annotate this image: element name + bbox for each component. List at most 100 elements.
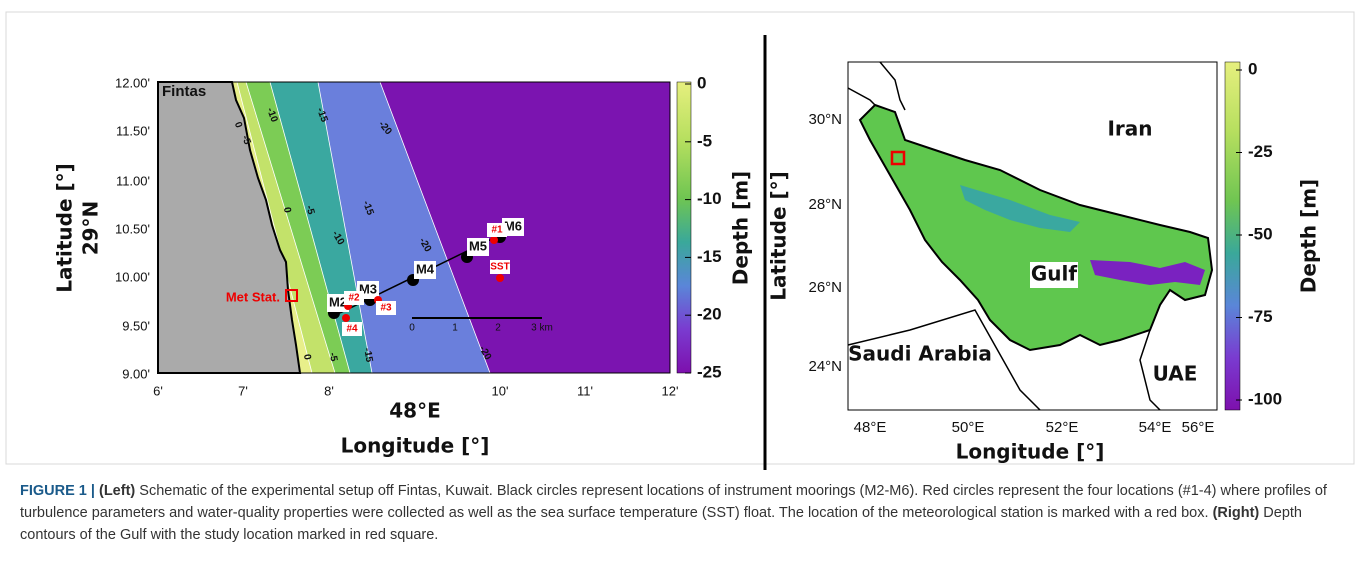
contour-label: -5 (327, 352, 339, 363)
station-label-bg (487, 223, 507, 237)
x-tick-label: 10' (492, 383, 509, 398)
station (342, 314, 350, 322)
contour-label: -5 (303, 204, 316, 216)
x-axis-title: Longitude [°] (341, 434, 490, 458)
mooring-label-bg (327, 294, 349, 312)
x-tick-label: 12' (662, 383, 679, 398)
colorbar-title: Depth [m] (729, 171, 753, 285)
border (847, 87, 876, 106)
mooring-label-bg (467, 238, 489, 256)
station-label: SST (490, 262, 509, 273)
border (847, 309, 1041, 411)
place-label: Fintas (162, 83, 206, 100)
colorbar-tick-label: -50 (1248, 224, 1273, 243)
y-axis-sub: 29°N (79, 201, 103, 256)
caption-text: Schematic of the experimental setup off … (20, 483, 1327, 521)
caption: FIGURE 1 | (Left) Schematic of the exper… (20, 480, 1340, 546)
caption-tag: (Right) (1212, 505, 1260, 521)
y-tick-label: 9.00' (122, 366, 150, 381)
colorbar-tick-label: -75 (1248, 307, 1273, 326)
region-label: Iran (1107, 117, 1152, 141)
deep-patch (960, 185, 1080, 232)
x-tick-label: 11' (577, 383, 593, 398)
station-label-bg (376, 301, 396, 315)
mooring-label-bg (502, 218, 524, 236)
deep-patch (1090, 260, 1205, 285)
station-label: #3 (380, 303, 392, 314)
colorbar-tick-label: 0 (1248, 59, 1257, 78)
colorbar-title: Depth [m] (1297, 179, 1321, 293)
y-tick-label: 24°N (808, 358, 842, 375)
station-label-bg (490, 260, 510, 274)
met-station-label: Met Stat. (226, 289, 280, 304)
y-tick-label: 10.50' (115, 221, 150, 236)
x-tick-label: 6' (153, 383, 163, 398)
figure-label: FIGURE 1 | (20, 483, 95, 499)
met-station-box (285, 289, 298, 302)
x-tick-label: 54°E (1139, 419, 1172, 436)
figure-frame (5, 11, 1355, 465)
border (1139, 329, 1161, 411)
caption-tag: (Left) (99, 483, 136, 499)
label-bg (1030, 262, 1078, 288)
contour-label: -15 (361, 347, 374, 364)
colorbar-tick-label: -25 (697, 362, 722, 381)
scale-label: 1 (452, 323, 458, 334)
scale-label: 2 (495, 323, 501, 334)
border (879, 61, 906, 111)
colorbar (676, 81, 692, 374)
x-axis-sub: 48°E (389, 399, 441, 423)
station-label: #2 (348, 293, 360, 304)
colorbar-tick-label: 0 (697, 73, 706, 92)
region-label: UAE (1153, 362, 1198, 386)
x-tick-label: 50°E (952, 419, 985, 436)
scale-label: 0 (409, 323, 415, 334)
figure-graphics: Fintas 12.00' 11.50' 11.00' 10.50' 10.00' 9.50… (5, 11, 1355, 470)
contour-label: 0 (232, 121, 244, 130)
x-tick-label: 7' (238, 383, 248, 398)
land (157, 81, 302, 374)
contour-label: -15 (360, 199, 375, 217)
region-label: Saudi Arabia (848, 342, 992, 366)
y-tick-label: 30°N (808, 111, 842, 128)
colorbar-tick-label: -100 (1248, 389, 1282, 408)
y-tick-label: 11.50' (116, 123, 150, 138)
y-tick-label: 9.50' (122, 318, 150, 333)
colorbar-tick-label: -10 (697, 189, 722, 208)
colorbar (1224, 61, 1241, 411)
y-axis-title: Latitude [°] (53, 163, 77, 293)
contour-label: -10 (264, 106, 279, 124)
y-tick-label: 10.00' (115, 269, 150, 284)
frame (157, 81, 671, 374)
region-label: Gulf (1031, 262, 1078, 286)
colorbar-tick-label: -15 (697, 247, 722, 266)
mooring-label: M6 (504, 218, 522, 233)
x-tick-label: 8' (324, 383, 334, 398)
caption-text: Depth contours of the Gulf with the stud… (20, 505, 1302, 543)
y-axis-title: Latitude [°] (767, 171, 791, 301)
right-map (847, 61, 1218, 411)
y-tick-label: 28°N (808, 196, 842, 213)
y-tick-label: 11.00' (116, 173, 150, 188)
mooring-label: M5 (469, 238, 487, 253)
scale-label: 3 km (531, 323, 553, 334)
y-tick-label: 12.00' (115, 75, 150, 90)
station-label-bg (344, 291, 364, 305)
x-axis-title: Longitude [°] (956, 440, 1105, 464)
station (496, 274, 504, 282)
contour-label: -5 (239, 134, 253, 147)
mooring-label: M4 (416, 261, 435, 276)
mooring-label: M2 (329, 294, 347, 309)
contour-label: 0 (281, 206, 293, 214)
x-tick-label: 48°E (854, 419, 887, 436)
y-tick-label: 26°N (808, 279, 842, 296)
study-box (890, 150, 906, 166)
x-tick-label: 52°E (1046, 419, 1079, 436)
colorbar-tick-label: -25 (1248, 142, 1273, 161)
mooring-label-bg (414, 261, 436, 279)
contour-label: -15 (314, 106, 329, 124)
station-label: #1 (491, 225, 503, 236)
contour-label: 0 (301, 353, 313, 361)
colorbar-tick-label: -20 (697, 305, 722, 324)
station (490, 236, 498, 244)
